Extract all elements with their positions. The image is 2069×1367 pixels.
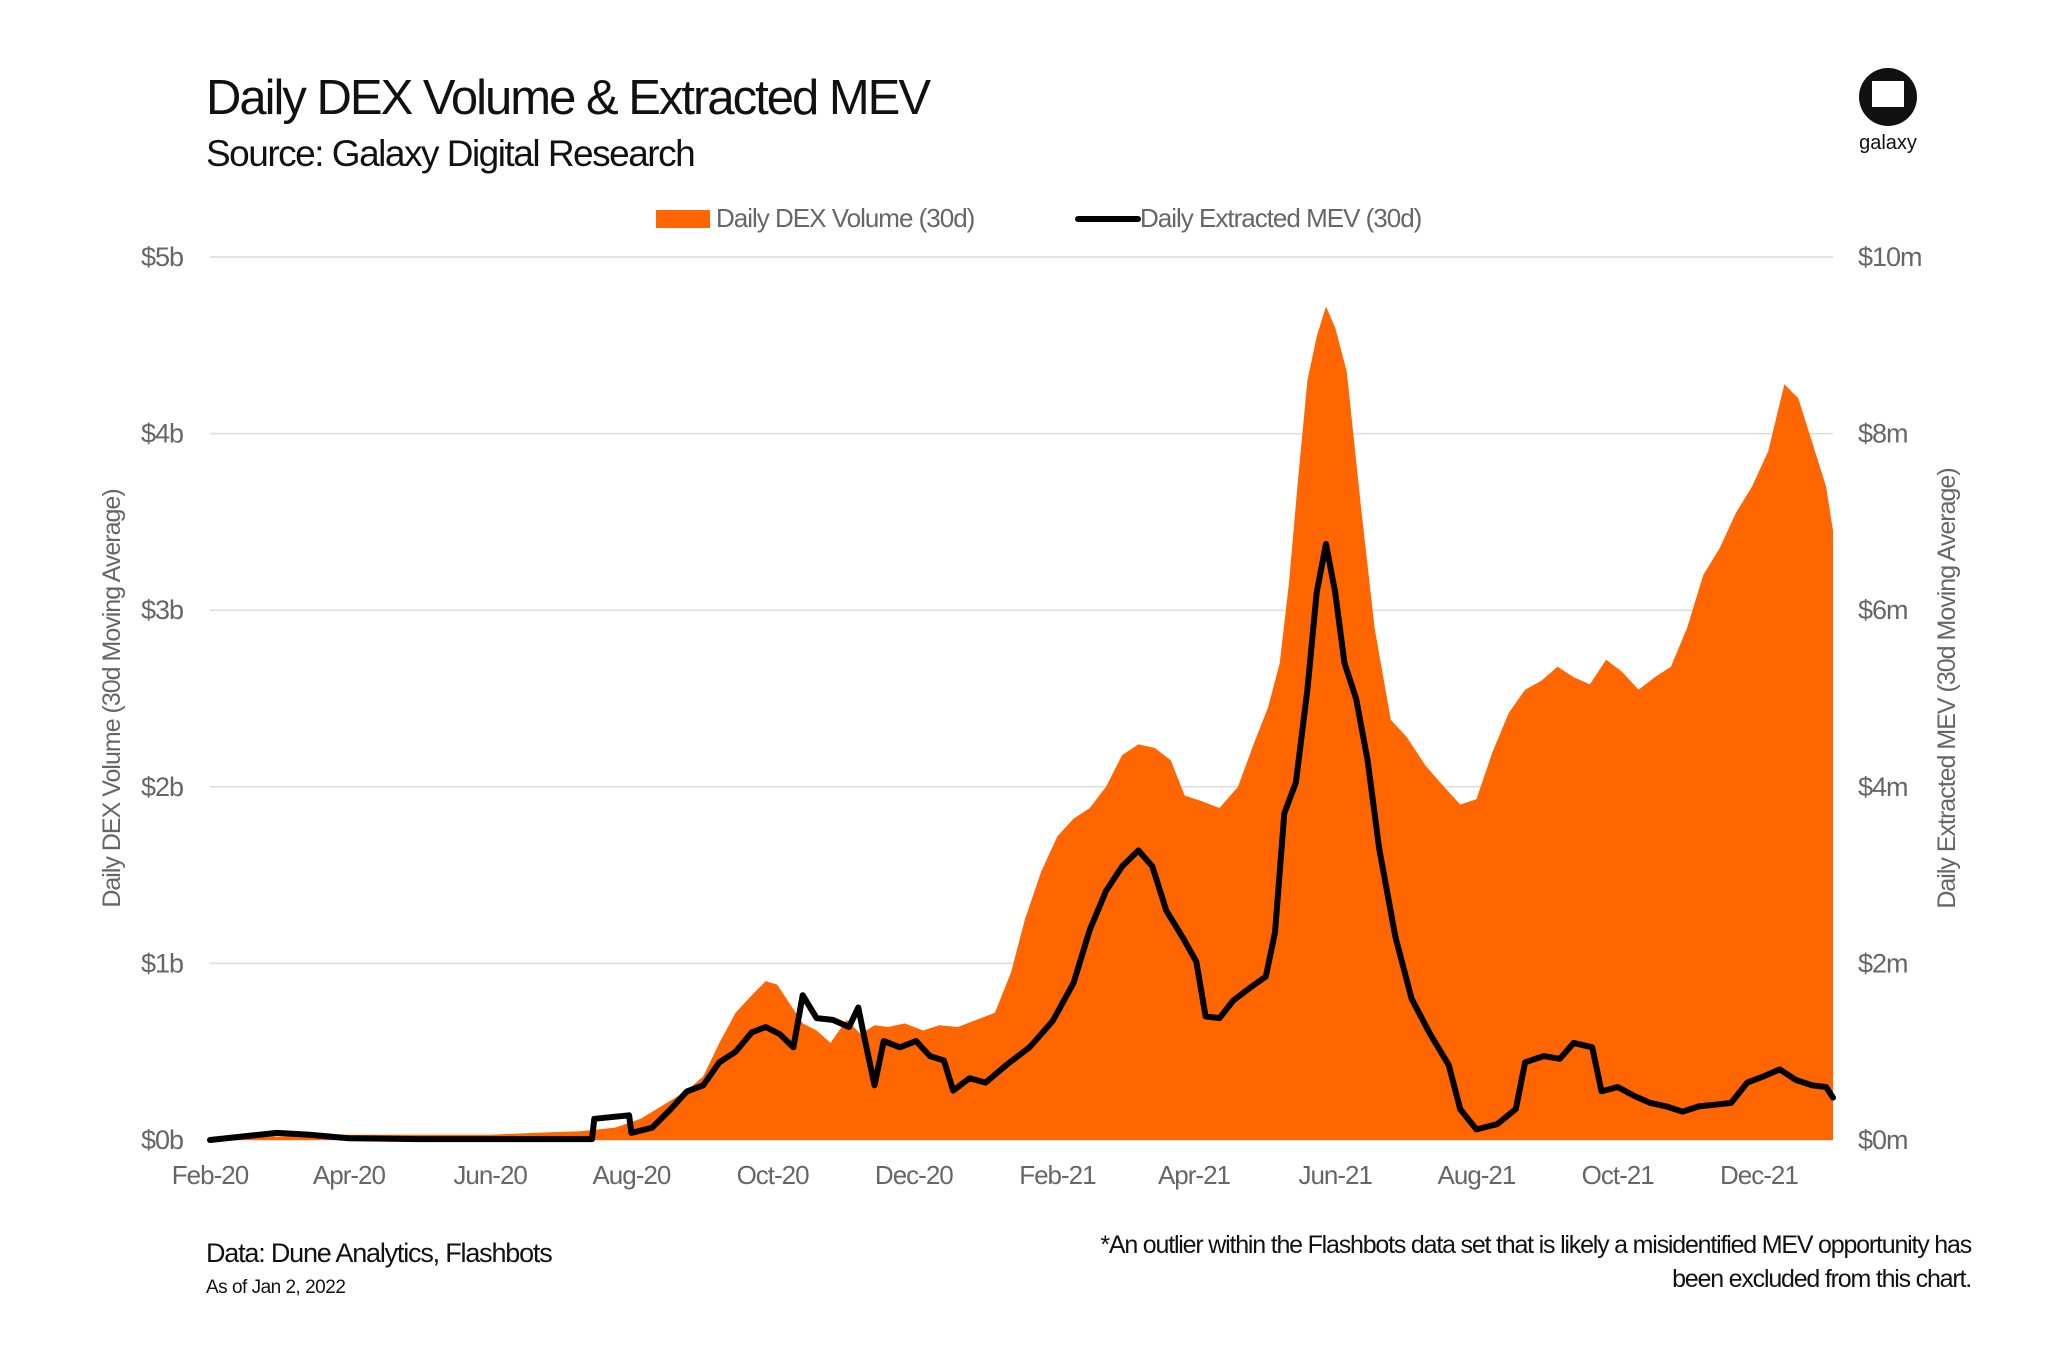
legend-label-mev: Daily Extracted MEV (30d) [1140,203,1422,233]
legend-swatch-volume [656,210,710,228]
mev-line [207,541,1836,1143]
mev-line-layer [207,541,1836,1143]
y-left-tick-label: $5b [141,242,183,272]
x-tick-label: Dec-21 [1720,1160,1798,1190]
y-left-tick-label: $0b [141,1125,183,1155]
x-tick-label: Feb-20 [172,1160,249,1190]
x-tick-label: Aug-20 [592,1160,670,1190]
x-tick-label: Dec-20 [875,1160,953,1190]
y-right-tick-label: $10m [1858,242,1922,272]
dex-volume-area-layer [210,306,1833,1140]
y-left-tick-label: $2b [141,772,183,802]
x-tick-label: Jun-21 [1298,1160,1372,1190]
y-right-tick-label: $8m [1858,419,1908,449]
galaxy-logo: galaxy [1838,66,1938,155]
y-right-tick-label: $4m [1858,772,1908,802]
y-left-axis-title: Daily DEX Volume (30d Moving Average) [98,489,126,907]
y-right-tick-label: $0m [1858,1125,1908,1155]
y-left-tick-label: $4b [141,419,183,449]
page-subtitle: Source: Galaxy Digital Research [206,133,696,174]
as-of-date: As of Jan 2, 2022 [206,1277,346,1298]
y-right-axis-title: Daily Extracted MEV (30d Moving Average) [1933,468,1961,908]
y-right-tick-label: $2m [1858,948,1908,978]
x-tick-label: Jun-20 [453,1160,527,1190]
y-left-tick-label: $3b [141,595,183,625]
x-tick-label: Oct-20 [737,1160,810,1190]
x-tick-label: Apr-20 [313,1160,386,1190]
data-source-text: Data: Dune Analytics, Flashbots [206,1238,553,1268]
y-right-tick-label: $6m [1858,595,1908,625]
y-left-tick-label: $1b [141,948,183,978]
footer-source-block: Data: Dune Analytics, Flashbots As of Ja… [206,1238,553,1299]
x-tick-label: Aug-21 [1438,1160,1516,1190]
x-tick-label: Apr-21 [1158,1160,1231,1190]
logo-text: galaxy [1859,132,1917,154]
galaxy-logo-icon [1859,68,1917,126]
legend: Daily DEX Volume (30d) Daily Extracted ME… [656,203,1423,233]
dex-volume-area [210,306,1833,1140]
legend-label-volume: Daily DEX Volume (30d) [716,203,975,233]
footnote: *An outlier within the Flashbots data se… [1100,1231,1972,1293]
x-tick-label: Feb-21 [1019,1160,1096,1190]
x-tick-label: Oct-21 [1582,1160,1655,1190]
page-title: Daily DEX Volume & Extracted MEV [206,71,931,125]
axis-labels: $0b $0m $1b $2m $2b $4m $3b $6m $4b $8m $5b $10m Feb… [98,242,1961,1190]
